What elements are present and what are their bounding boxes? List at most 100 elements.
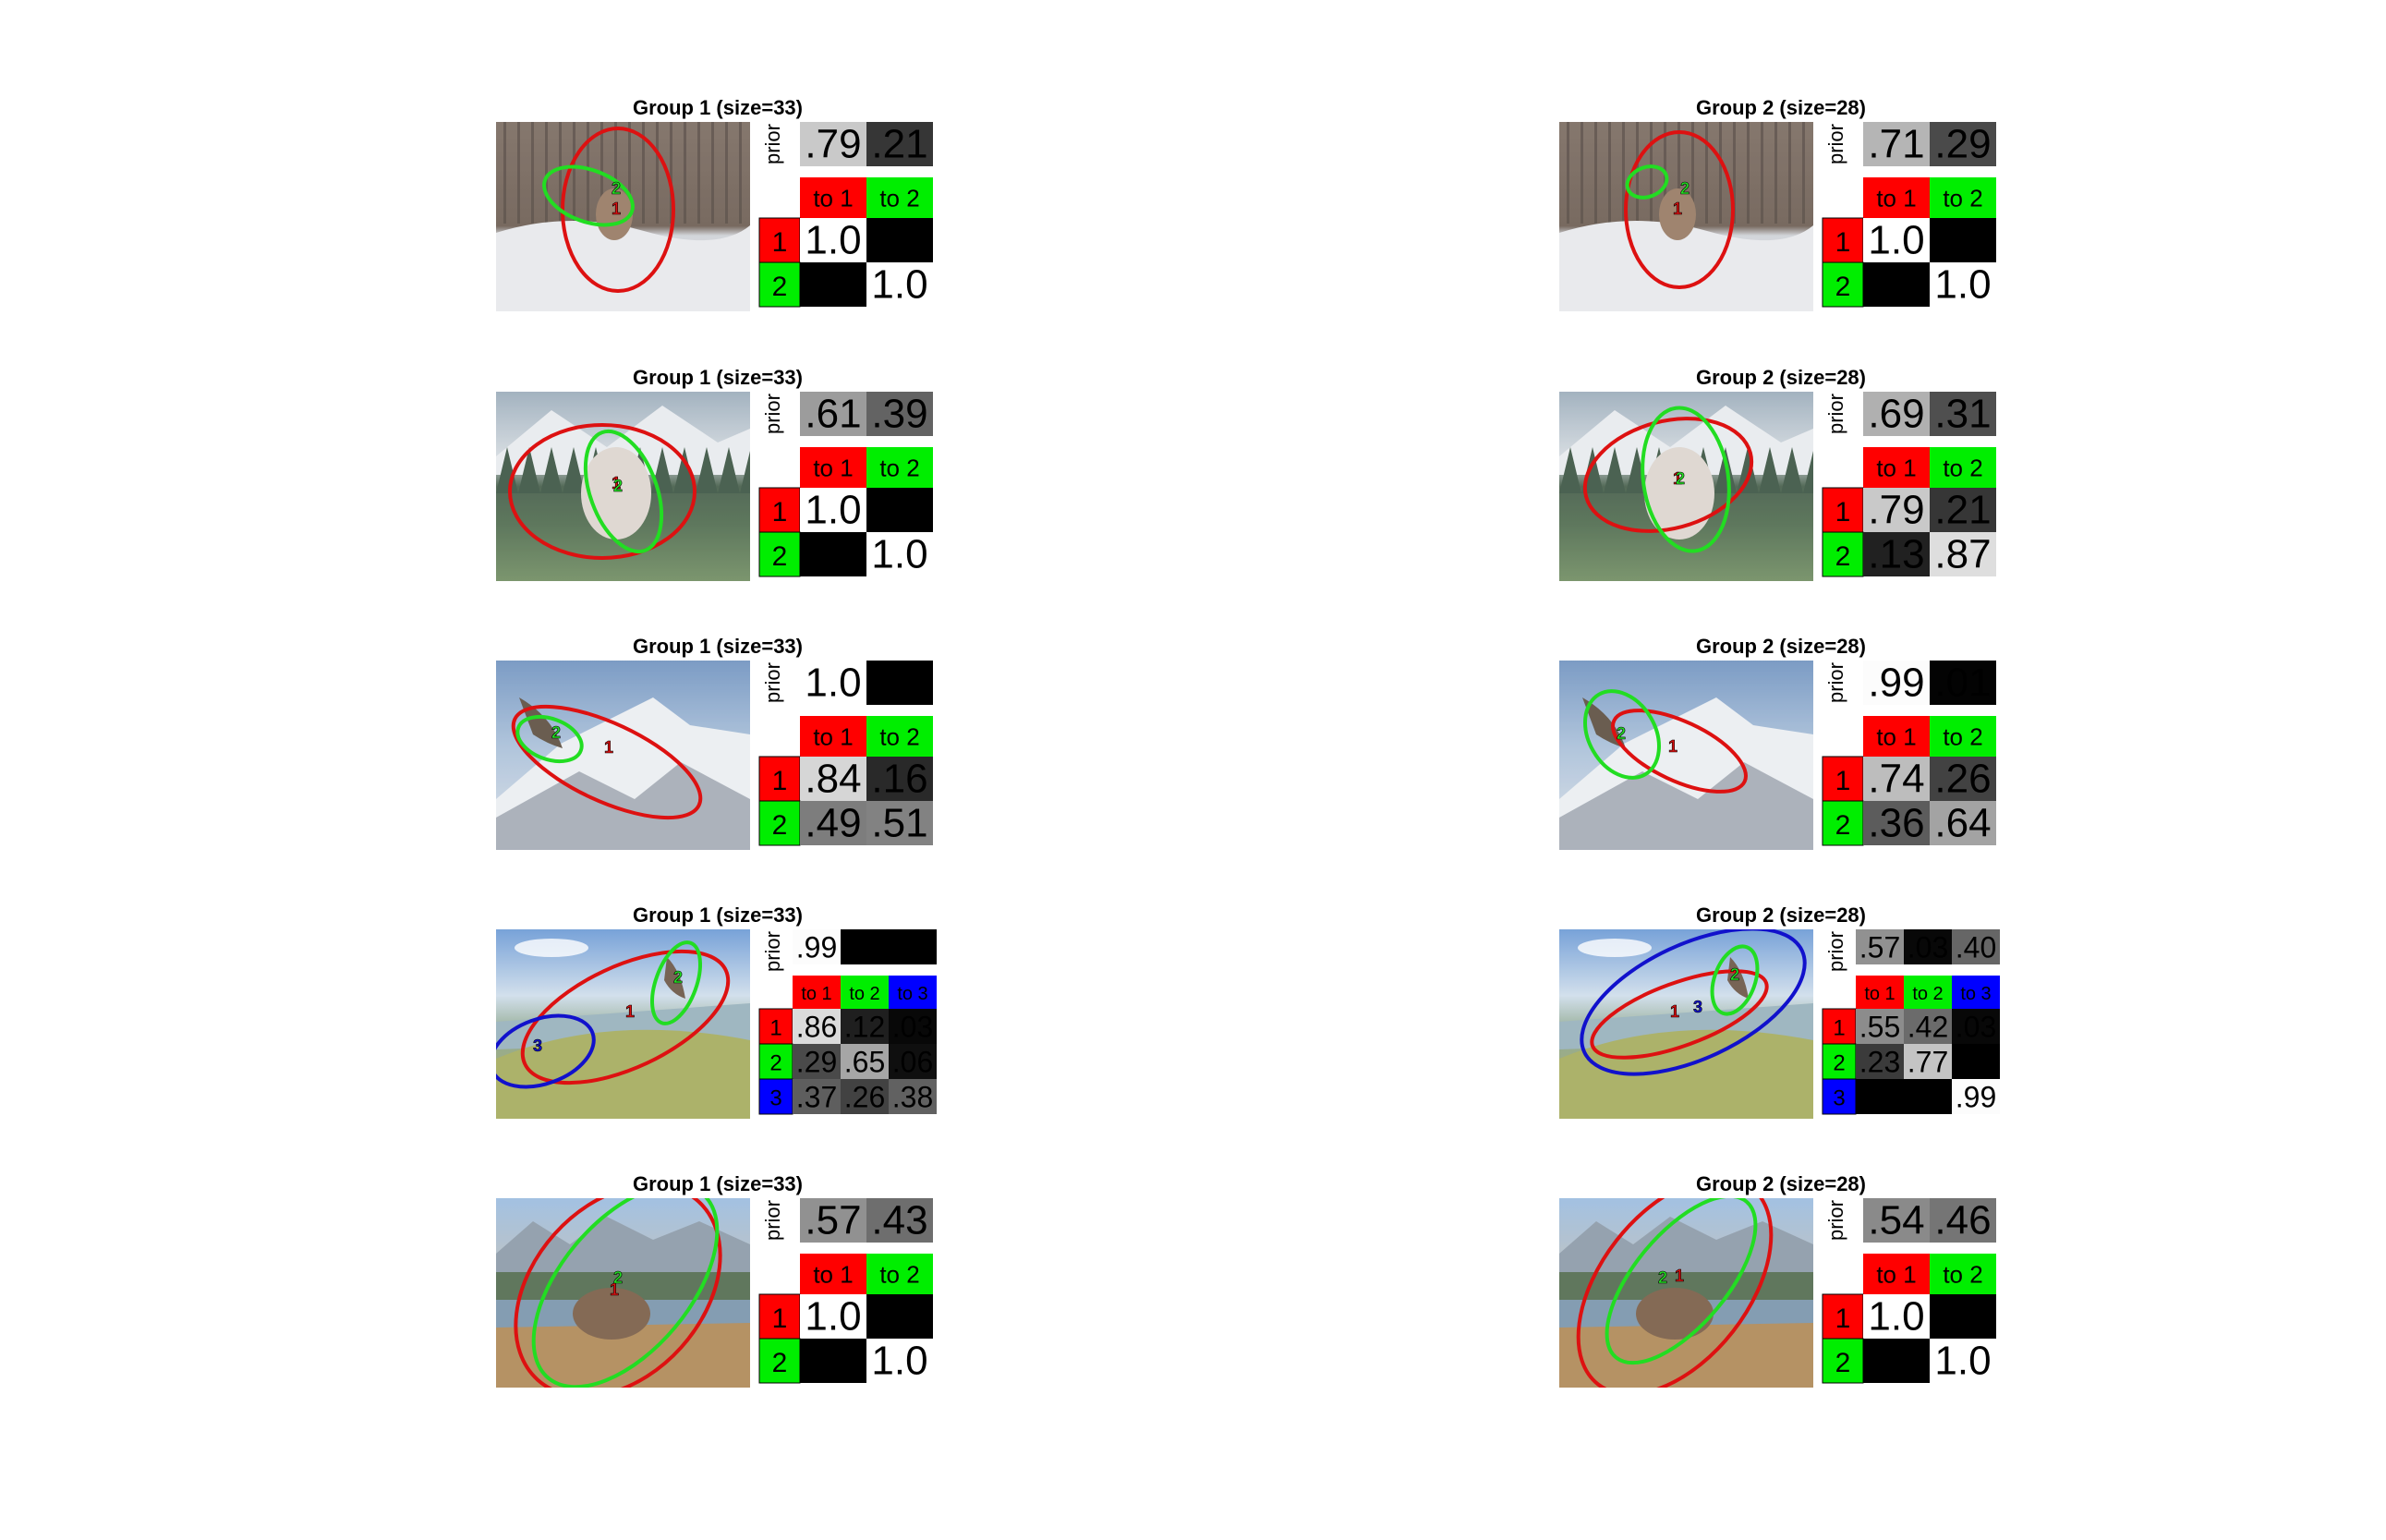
transition-value: 1.0 (871, 1338, 927, 1383)
transition-cell (1856, 1044, 1904, 1079)
header-label: to 1 (1876, 185, 1916, 212)
transition-cell (800, 488, 866, 532)
header-label: to 2 (1912, 984, 1943, 1004)
roi-ellipse-1 (514, 1198, 722, 1388)
transition-cell (1930, 801, 1996, 845)
header-label: to 2 (1943, 185, 1982, 212)
transition-value: .55 (1859, 1010, 1900, 1043)
transition-value: 1.0 (805, 1293, 861, 1339)
transition-value: .64 (1934, 800, 1991, 845)
stimulus-image: 1 2 3 (1559, 929, 1813, 1119)
transition-cell (1930, 757, 1996, 801)
row-label-text: 1 (1835, 227, 1851, 258)
transition-cell (841, 1009, 889, 1044)
panel-title: Group 2 (size=28) (1696, 903, 1866, 927)
row-label-text: 2 (1833, 1051, 1845, 1076)
row-label-text: 1 (1835, 1304, 1851, 1334)
header-to-1 (800, 1254, 866, 1294)
transition-cell (841, 1079, 889, 1114)
prior-value: .99 (1868, 660, 1924, 705)
transition-cell (841, 1044, 889, 1079)
header-to-1 (800, 716, 866, 757)
header-to-2 (1904, 976, 1952, 1009)
roi-marker-1: 1 (604, 738, 613, 757)
row-label-1 (758, 1293, 801, 1340)
prior-value: .29 (1934, 121, 1991, 166)
prior-cell (800, 1198, 866, 1243)
row-label-text: 2 (772, 1348, 788, 1378)
transition-cell (1863, 218, 1930, 262)
header-to-1 (1863, 177, 1930, 218)
prior-cell (866, 1198, 933, 1243)
roi-marker-1: 1 (610, 1280, 619, 1299)
prior-cell (866, 122, 933, 166)
transition-cell (793, 1009, 841, 1044)
roi-marker-3: 3 (533, 1037, 542, 1055)
transition-value: .84 (805, 756, 861, 801)
roi-marker-1: 1 (1673, 469, 1682, 488)
prior-value: .99 (796, 930, 837, 964)
roi-marker-2: 2 (612, 179, 621, 198)
row-label-1 (1822, 1293, 1864, 1340)
header-to-2 (1930, 1254, 1996, 1294)
row-label-text: 2 (769, 1051, 781, 1076)
prior-value: .54 (1868, 1197, 1924, 1243)
transition-cell (1930, 262, 1996, 307)
header-label: to 1 (1864, 984, 1895, 1004)
transition-cell (889, 1009, 937, 1044)
row-label-text: 2 (1835, 810, 1851, 841)
header-to-2 (866, 716, 933, 757)
row-label-2 (1822, 1338, 1864, 1384)
transition-value: .86 (796, 1010, 837, 1043)
transition-cell (800, 218, 866, 262)
prior-cell (1952, 929, 2000, 964)
transition-cell (1930, 1294, 1996, 1339)
prior-label: prior (761, 1200, 784, 1241)
panel-title: Group 2 (size=28) (1696, 96, 1866, 119)
roi-marker-2: 2 (1730, 965, 1739, 984)
transition-cell (1904, 1044, 1952, 1079)
roi-ellipse-2 (1583, 689, 1661, 780)
transition-cell (866, 1339, 933, 1383)
roi-marker-1: 1 (1670, 1002, 1679, 1021)
transition-cell (800, 532, 866, 576)
row-label-text: 1 (1835, 766, 1851, 796)
row-label-text: 1 (772, 1304, 788, 1334)
prior-value: .43 (871, 1197, 927, 1243)
transition-value: .16 (871, 756, 927, 801)
prior-value: .71 (1868, 121, 1924, 166)
row-label-2 (758, 1043, 793, 1080)
stimulus-image: 12 (496, 122, 750, 311)
roi-marker-2: 2 (1617, 724, 1626, 743)
transition-cell (800, 262, 866, 307)
prior-value: .39 (871, 391, 927, 436)
prior-value: .61 (805, 391, 861, 436)
prior-label: prior (1824, 124, 1847, 164)
row-label-text: 1 (772, 766, 788, 796)
prior-value: .69 (1868, 391, 1924, 436)
panel-title: Group 1 (size=33) (633, 1172, 803, 1195)
prior-value: .57 (805, 1197, 861, 1243)
header-to-1 (1856, 976, 1904, 1009)
prior-cell (800, 122, 866, 166)
roi-marker-2: 2 (613, 1268, 623, 1287)
transition-value: 1.0 (871, 531, 927, 576)
prior-value: .03 (1908, 930, 1948, 964)
prior-label: prior (1824, 931, 1847, 972)
row-label-2 (758, 531, 801, 577)
roi-ellipse-1 (511, 704, 703, 820)
header-to-1 (1863, 716, 1930, 757)
prior-value: .31 (1934, 391, 1991, 436)
transition-value: .37 (796, 1080, 837, 1113)
roi-ellipse-1 (520, 949, 731, 1085)
roi-marker-3: 3 (1693, 998, 1702, 1016)
header-label: to 3 (1960, 984, 1991, 1004)
header-label: to 1 (813, 723, 853, 751)
prior-label: prior (761, 931, 784, 972)
transition-cell (1952, 1044, 2000, 1079)
transition-value: .74 (1868, 756, 1924, 801)
